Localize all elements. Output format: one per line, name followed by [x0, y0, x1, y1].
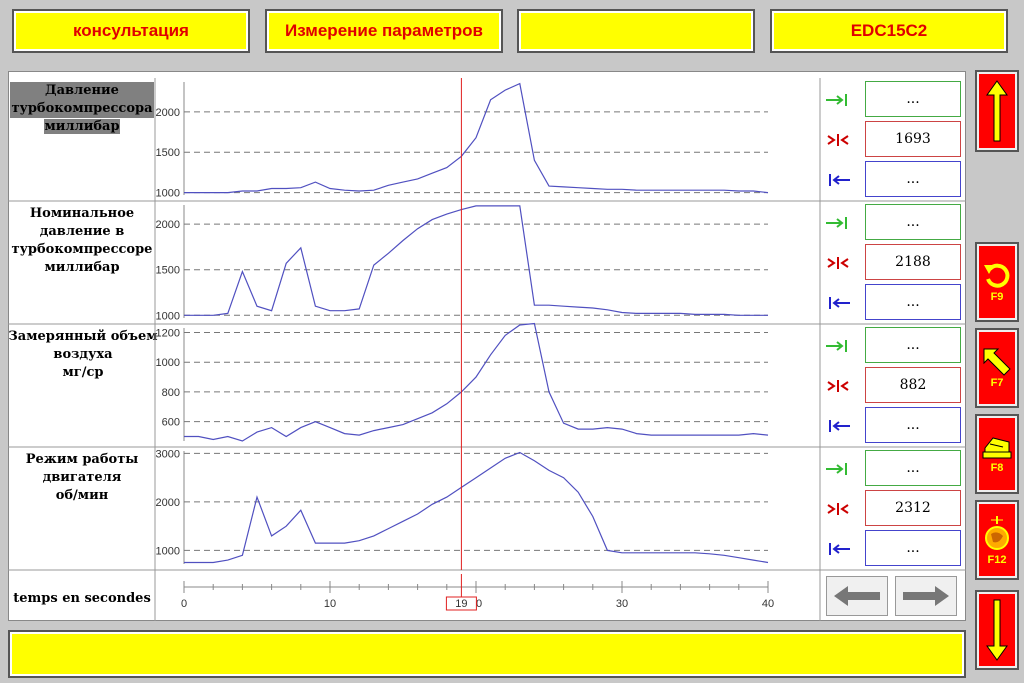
marker-right-icon [826, 340, 847, 352]
arrow-right-icon [903, 586, 949, 606]
scroll-down-button[interactable] [975, 590, 1019, 670]
min-value-box[interactable]: ... [865, 450, 961, 486]
marker-left-icon [829, 174, 850, 186]
marker-right-icon [826, 217, 847, 229]
channel-label-turbo-pressure: Давление турбокомпрессора миллибар [10, 82, 154, 134]
f7-button[interactable]: F7 [975, 328, 1019, 408]
cursor-value-box[interactable]: 2188 [865, 244, 961, 280]
arrow-up-icon [986, 80, 1008, 142]
f9-button[interactable]: F9 [975, 242, 1019, 322]
tab-measurement[interactable]: Измерение параметров [265, 9, 503, 53]
marker-cursor-icon [827, 134, 849, 146]
cursor-value-box[interactable]: 1693 [865, 121, 961, 157]
min-value-box[interactable]: ... [865, 204, 961, 240]
max-value-box[interactable]: ... [865, 407, 961, 443]
marker-right-icon [826, 463, 847, 475]
channel-label-air-volume: Замерянный объем воздуха мг/ср [8, 329, 158, 380]
f12-button[interactable]: F12 [975, 500, 1019, 580]
scroll-left-button[interactable] [826, 576, 888, 616]
cursor-value-box[interactable]: 882 [865, 367, 961, 403]
marker-cursor-icon [827, 257, 849, 269]
print-icon [982, 437, 1012, 459]
globe-icon [985, 516, 1009, 550]
cursor-value-box[interactable]: 2312 [865, 490, 961, 526]
max-value-box[interactable]: ... [865, 284, 961, 320]
arrow-left-icon [834, 586, 880, 606]
arrow-diagonal-icon [983, 348, 1011, 376]
max-value-box[interactable]: ... [865, 530, 961, 566]
tab-ecu[interactable]: EDC15C2 [770, 9, 1008, 53]
rotate-icon [984, 263, 1010, 288]
marker-left-icon [829, 420, 850, 432]
time-axis-label: temps en secondes [13, 591, 151, 606]
marker-left-icon [829, 297, 850, 309]
min-value-box[interactable]: ... [865, 327, 961, 363]
max-value-box[interactable]: ... [865, 161, 961, 197]
channel-label-engine-rpm: Режим работы двигателя об/мин [25, 452, 139, 503]
marker-cursor-icon [827, 503, 849, 515]
tab-consultation[interactable]: консультация [12, 9, 250, 53]
tab-blank[interactable] [517, 9, 755, 53]
scroll-up-button[interactable] [975, 70, 1019, 152]
f8-button[interactable]: F8 [975, 414, 1019, 494]
min-value-box[interactable]: ... [865, 81, 961, 117]
channel-label-nominal-pressure: Номинальное давление в турбокомпрессоре … [11, 206, 153, 275]
marker-right-icon [826, 94, 847, 106]
scroll-right-button[interactable] [895, 576, 957, 616]
status-bar [8, 630, 966, 678]
marker-cursor-icon [827, 380, 849, 392]
arrow-down-icon [986, 599, 1008, 661]
marker-left-icon [829, 543, 850, 555]
